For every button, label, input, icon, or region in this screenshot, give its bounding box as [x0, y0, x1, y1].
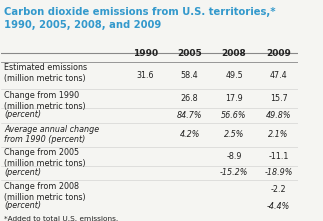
Text: 31.6: 31.6	[136, 71, 154, 80]
Text: 49.8%: 49.8%	[266, 111, 291, 120]
Text: 2.1%: 2.1%	[268, 130, 289, 139]
Text: (percent): (percent)	[4, 110, 41, 119]
Text: 2009: 2009	[266, 49, 291, 58]
Text: 15.7: 15.7	[270, 94, 287, 103]
Text: Carbon dioxide emissions from U.S. territories,*
1990, 2005, 2008, and 2009: Carbon dioxide emissions from U.S. terri…	[4, 7, 276, 30]
Text: 58.4: 58.4	[181, 71, 198, 80]
Text: -18.9%: -18.9%	[264, 168, 293, 177]
Text: 56.6%: 56.6%	[221, 111, 247, 120]
Text: (percent): (percent)	[4, 201, 41, 210]
Text: 4.2%: 4.2%	[180, 130, 200, 139]
Text: (percent): (percent)	[4, 168, 41, 177]
Text: Change from 2005
(million metric tons): Change from 2005 (million metric tons)	[4, 149, 86, 168]
Text: 84.7%: 84.7%	[177, 111, 203, 120]
Text: Estimated emissions
(million metric tons): Estimated emissions (million metric tons…	[4, 63, 88, 83]
Text: 2008: 2008	[222, 49, 246, 58]
Text: 49.5: 49.5	[225, 71, 243, 80]
Text: -11.1: -11.1	[268, 152, 289, 161]
Text: -2.2: -2.2	[271, 185, 287, 194]
Text: Average annual change
from 1990 (percent): Average annual change from 1990 (percent…	[4, 125, 99, 144]
Text: 47.4: 47.4	[270, 71, 287, 80]
Text: 17.9: 17.9	[225, 94, 243, 103]
Text: -15.2%: -15.2%	[220, 168, 248, 177]
Text: Change from 2008
(million metric tons): Change from 2008 (million metric tons)	[4, 182, 86, 202]
Text: 26.8: 26.8	[181, 94, 198, 103]
Text: Change from 1990
(million metric tons): Change from 1990 (million metric tons)	[4, 91, 86, 111]
Text: 1990: 1990	[132, 49, 158, 58]
Text: -8.9: -8.9	[226, 152, 242, 161]
Text: 2.5%: 2.5%	[224, 130, 244, 139]
Text: -4.4%: -4.4%	[267, 202, 290, 211]
Text: *Added to total U.S. emissions.: *Added to total U.S. emissions.	[4, 216, 119, 221]
Text: 2005: 2005	[177, 49, 202, 58]
